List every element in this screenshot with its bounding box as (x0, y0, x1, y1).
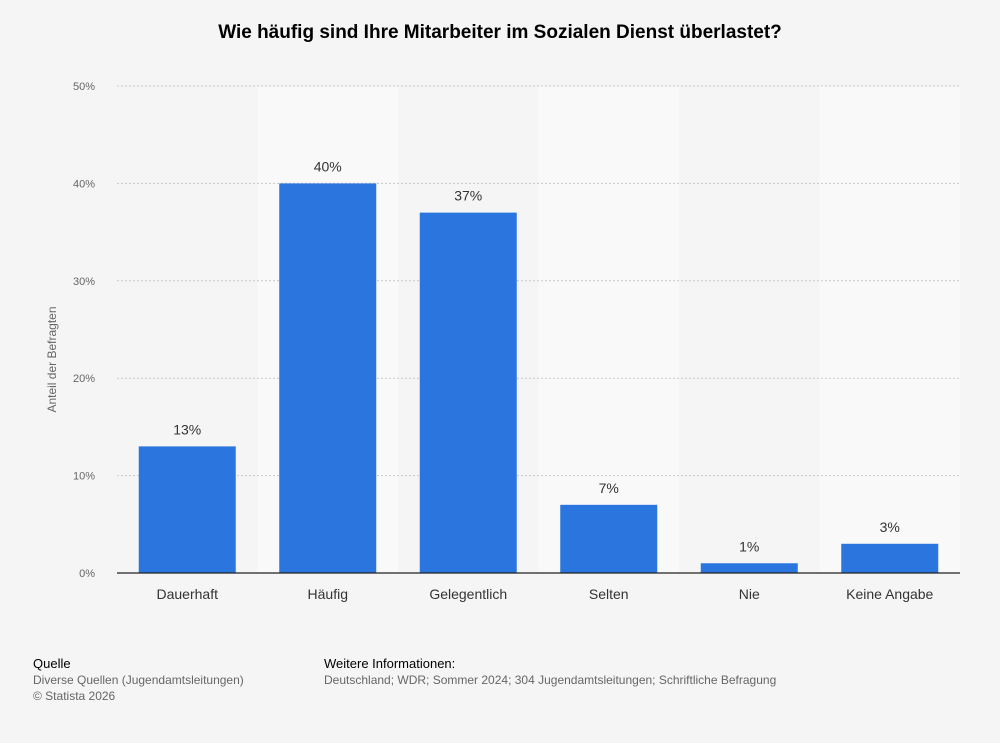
x-tick-label: Häufig (308, 586, 348, 602)
y-tick-label: 0% (79, 568, 95, 580)
bar (138, 446, 236, 573)
category-band (819, 86, 960, 573)
y-tick-labels: 0% 10% 20% 30% 40% 50% (73, 81, 95, 580)
info-block: Weitere Informationen: Deutschland; WDR;… (324, 656, 776, 688)
bar (841, 543, 939, 573)
bars (138, 183, 939, 573)
value-label: 37% (454, 188, 482, 204)
bar (279, 183, 377, 573)
info-label: Weitere Informationen: (324, 656, 456, 671)
bar (560, 504, 658, 573)
copyright: © Statista 2026 (33, 689, 116, 703)
y-tick-label: 30% (73, 276, 95, 288)
value-label: 1% (739, 538, 759, 554)
source-label: Quelle (33, 656, 71, 671)
chart-title: Wie häufig sind Ihre Mitarbeiter im Sozi… (218, 22, 782, 43)
bar-chart: 0% 10% 20% 30% 40% 50% 13% 40% 37% 7% 1% 3% Dauerh… (45, 81, 960, 602)
x-tick-label: Selten (589, 586, 629, 602)
x-tick-label: Nie (739, 586, 760, 602)
bar (700, 563, 798, 573)
source-block: Quelle Diverse Quellen (Jugendamtsleitun… (33, 656, 244, 704)
value-label: 7% (599, 480, 619, 496)
value-labels: 13% 40% 37% 7% 1% 3% (173, 158, 900, 554)
value-label: 40% (314, 158, 342, 174)
value-label: 13% (173, 421, 201, 437)
y-tick-label: 40% (73, 178, 95, 190)
x-tick-label: Keine Angabe (846, 586, 933, 602)
x-tick-label: Dauerhaft (157, 586, 219, 602)
x-tick-label: Gelegentlich (429, 586, 507, 602)
category-band (538, 86, 679, 573)
y-tick-label: 10% (73, 471, 95, 483)
bar (419, 212, 517, 573)
y-tick-label: 20% (73, 373, 95, 385)
y-axis-label: Anteil der Befragten (45, 306, 59, 412)
x-tick-labels: Dauerhaft Häufig Gelegentlich Selten Nie Kein… (157, 586, 934, 602)
gridlines (117, 85, 960, 477)
info-text: Deutschland; WDR; Sommer 2024; 304 Jugen… (324, 673, 777, 687)
y-tick-label: 50% (73, 81, 95, 93)
source-text[interactable]: Diverse Quellen (Jugendamtsleitungen) (33, 673, 244, 687)
value-label: 3% (880, 519, 900, 535)
